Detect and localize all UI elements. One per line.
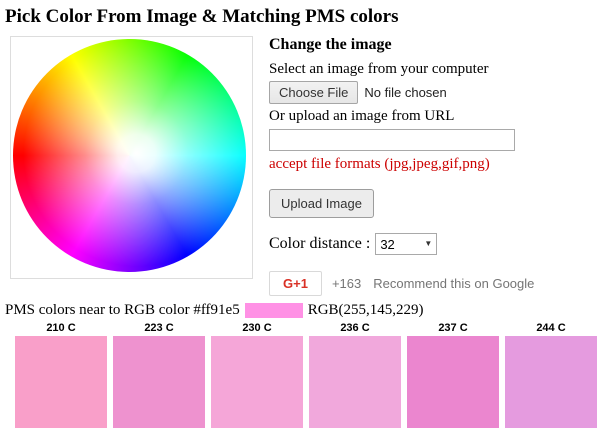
pms-swatch-color <box>15 336 107 428</box>
picked-color-rgb-text: RGB(255,145,229) <box>307 302 424 318</box>
pms-swatch: 210 C <box>15 322 107 428</box>
pms-swatch-label: 236 C <box>340 322 370 334</box>
pms-swatch-color <box>407 336 499 428</box>
color-wheel-frame <box>10 36 253 279</box>
pms-swatch-label: 237 C <box>438 322 468 334</box>
accepted-formats-note: accept file formats (jpg,jpeg,gif,png) <box>269 156 490 172</box>
pms-swatch-color <box>309 336 401 428</box>
color-distance-label: Color distance : <box>269 235 371 252</box>
pms-swatch-color <box>505 336 597 428</box>
google-plus-count: +163 <box>331 276 362 291</box>
google-plus-one-button[interactable]: G+1 <box>269 271 322 296</box>
google-recommend-text: Recommend this on Google <box>373 276 535 291</box>
pms-swatch-label: 244 C <box>536 322 566 334</box>
panel-heading: Change the image <box>269 36 392 53</box>
pms-swatch: 223 C <box>113 322 205 428</box>
url-upload-label: Or upload an image from URL <box>269 108 455 124</box>
pms-swatch-row: 210 C 223 C 230 C 236 C 237 C 244 C <box>15 322 597 428</box>
pms-swatch-label: 223 C <box>144 322 174 334</box>
pms-result-label: PMS colors near to RGB color #ff91e5 <box>5 302 240 318</box>
pms-swatch: 236 C <box>309 322 401 428</box>
main-row: Change the image Select an image from yo… <box>5 36 595 296</box>
no-file-chosen-text: No file chosen <box>364 85 447 100</box>
pms-swatch-color <box>211 336 303 428</box>
select-image-label: Select an image from your computer <box>269 61 489 77</box>
file-input-row: Choose File No file chosen <box>269 81 595 104</box>
pms-swatch-color <box>113 336 205 428</box>
choose-file-button[interactable]: Choose File <box>269 81 359 104</box>
pms-result-line: PMS colors near to RGB color #ff91e5 RGB… <box>5 302 595 319</box>
pms-swatch: 230 C <box>211 322 303 428</box>
page-title: Pick Color From Image & Matching PMS col… <box>5 6 399 27</box>
color-distance-row: Color distance : 32 ▼ <box>269 233 595 255</box>
color-wheel-image[interactable] <box>13 39 246 272</box>
pms-swatch: 244 C <box>505 322 597 428</box>
pms-swatch-label: 210 C <box>46 322 76 334</box>
picked-color-swatch <box>244 303 303 318</box>
chevron-down-icon: ▼ <box>424 239 433 248</box>
pms-swatch-label: 230 C <box>242 322 272 334</box>
upload-image-button[interactable]: Upload Image <box>269 189 374 218</box>
google-plus-row: G+1 +163 Recommend this on Google <box>269 271 595 296</box>
image-url-input[interactable] <box>269 129 515 151</box>
pms-swatch: 237 C <box>407 322 499 428</box>
color-distance-value: 32 <box>380 236 395 252</box>
color-distance-select[interactable]: 32 ▼ <box>375 233 438 255</box>
upload-panel: Change the image Select an image from yo… <box>269 36 595 296</box>
